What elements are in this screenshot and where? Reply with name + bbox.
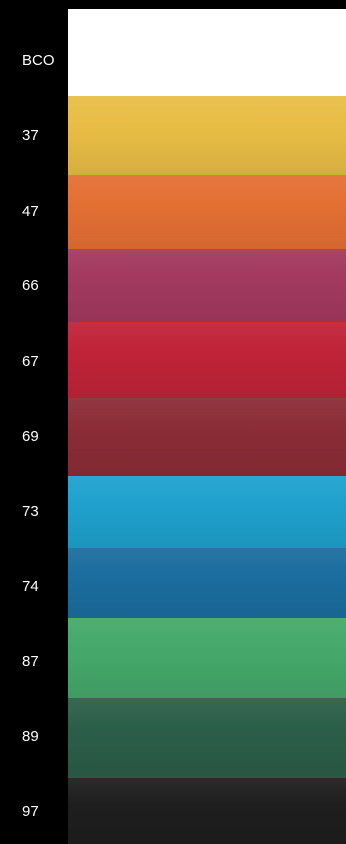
color-swatch-black: [68, 778, 346, 844]
color-swatch-white: [68, 9, 346, 96]
color-code-label: 47: [22, 203, 39, 220]
color-swatch-magenta: [68, 249, 346, 322]
color-code-label: 73: [22, 503, 39, 520]
color-code-label: 37: [22, 127, 39, 144]
color-swatch-column: [68, 0, 346, 844]
color-swatch-cyan: [68, 476, 346, 548]
color-swatch-red: [68, 322, 346, 398]
color-swatch-green: [68, 618, 346, 698]
color-code-column: BCO 37 47 66 67 69 73 74 87 89 97: [0, 0, 68, 844]
color-code-label: 87: [22, 653, 39, 670]
color-swatch-orange: [68, 175, 346, 249]
color-swatch-yellow: [68, 96, 346, 175]
color-code-label: 74: [22, 578, 39, 595]
color-code-label: 66: [22, 277, 39, 294]
color-code-label: 67: [22, 353, 39, 370]
color-code-label: 69: [22, 428, 39, 445]
color-swatch-blue: [68, 548, 346, 618]
color-swatch-maroon: [68, 398, 346, 476]
color-code-label: BCO: [22, 52, 55, 69]
color-code-label: 89: [22, 728, 39, 745]
color-swatch-dark-green: [68, 698, 346, 778]
color-code-label: 97: [22, 803, 39, 820]
